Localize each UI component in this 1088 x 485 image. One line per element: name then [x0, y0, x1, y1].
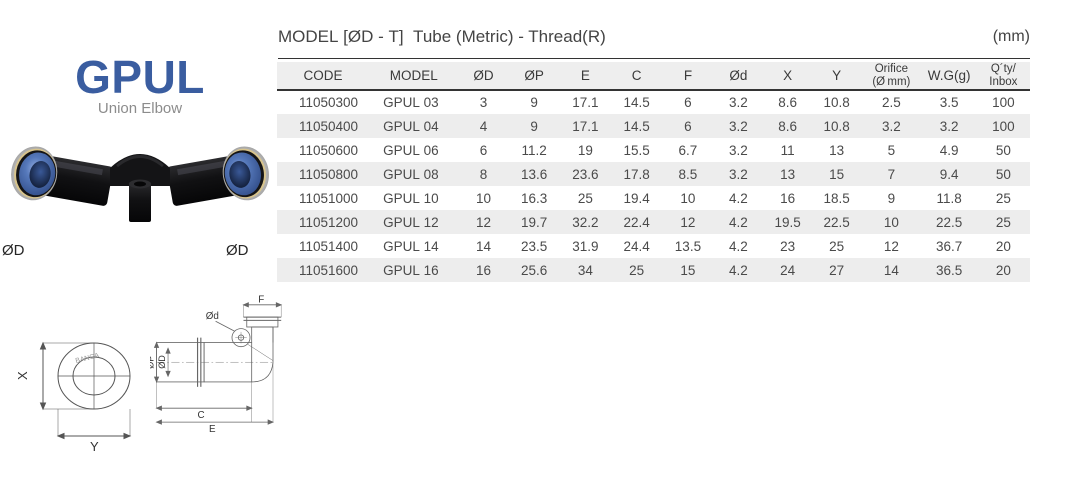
- svg-text:Ød: Ød: [206, 311, 219, 322]
- svg-text:ØD: ØD: [157, 355, 167, 369]
- svg-text:ØP: ØP: [150, 356, 155, 369]
- svg-text:BANCA: BANCA: [75, 352, 100, 365]
- svg-text:Y: Y: [90, 439, 99, 454]
- svg-text:X: X: [15, 371, 30, 380]
- svg-text:F: F: [258, 295, 264, 305]
- svg-text:E: E: [209, 424, 216, 435]
- svg-text:C: C: [198, 410, 205, 421]
